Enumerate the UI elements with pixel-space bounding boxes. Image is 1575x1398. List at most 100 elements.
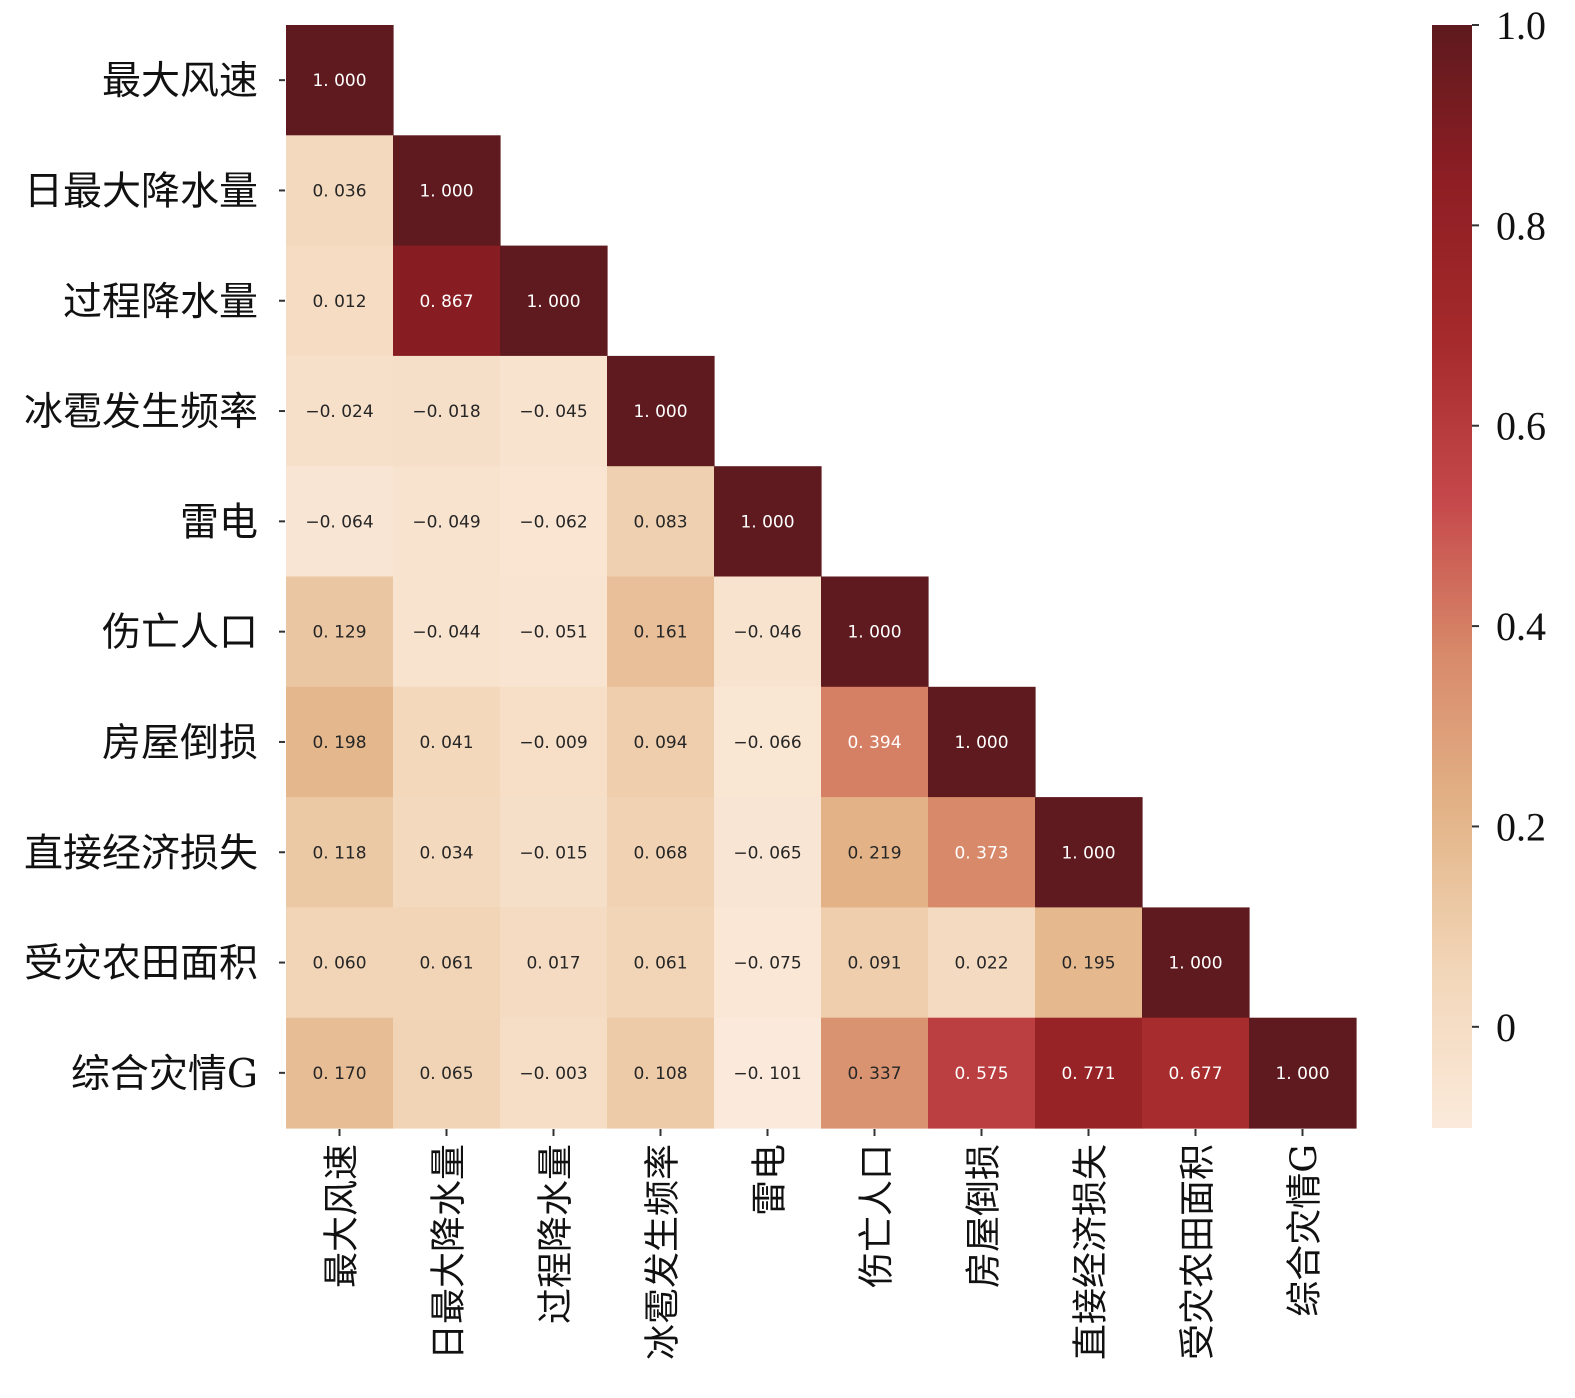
heatmap-cell-5-3 [607, 576, 715, 688]
heatmap-cell-6-3 [607, 686, 715, 798]
cell-value-label: −0. 046 [733, 623, 801, 643]
heatmap-cell-6-4 [714, 686, 822, 798]
cell-value-label: −0. 051 [519, 623, 587, 643]
cell-value-label: 0. 034 [419, 843, 473, 863]
y-axis-labels: 最大风速日最大降水量过程降水量冰雹发生频率雷电伤亡人口房屋倒损直接经济损失受灾农… [24, 59, 285, 1097]
heatmap-cell-9-3 [607, 1017, 715, 1129]
y-tick-label: 最大风速 [102, 59, 258, 104]
heatmap-cell-5-5 [821, 576, 929, 688]
cell-value-label: −0. 045 [519, 402, 587, 422]
cell-value-label: 1. 000 [1061, 843, 1115, 863]
heatmap-cell-5-4 [714, 576, 822, 688]
heatmap-cell-1-0 [286, 135, 394, 247]
colorbar: 1.0 0.8 0.6 0.4 0.2 0 [1432, 3, 1546, 1128]
heatmap-cell-9-7 [1035, 1017, 1143, 1129]
heatmap-cell-7-3 [607, 797, 715, 908]
colorbar-tick-label: 0.6 [1496, 404, 1546, 449]
heatmap-cell-4-3 [607, 466, 715, 578]
heatmap-cell-8-2 [500, 907, 608, 1019]
cell-value-label: 0. 170 [312, 1064, 366, 1084]
cell-value-label: −0. 062 [519, 512, 587, 532]
x-tick-label: 过程降水量 [536, 1144, 577, 1324]
cell-value-label: 0. 065 [419, 1064, 473, 1084]
cell-value-label: −0. 075 [733, 954, 801, 974]
cell-value-label: −0. 049 [412, 512, 480, 532]
cell-value-label: 0. 219 [847, 843, 901, 863]
heatmap-cell-5-2 [500, 576, 608, 688]
heatmap-cell-4-4 [714, 466, 822, 578]
cell-value-label: 0. 012 [312, 292, 366, 312]
heatmap-cell-9-1 [393, 1017, 501, 1129]
x-tick-label: 冰雹发生频率 [643, 1144, 684, 1360]
cell-value-label: 0. 161 [633, 623, 687, 643]
cell-value-label: −0. 065 [733, 843, 801, 863]
heatmap-cell-9-6 [928, 1017, 1036, 1129]
y-tick-label: 过程降水量 [63, 280, 258, 325]
cell-value-label: −0. 015 [519, 843, 587, 863]
y-tick-label: 房屋倒损 [102, 721, 258, 766]
heatmap-cell-4-0 [286, 466, 394, 578]
cell-value-label: 0. 041 [419, 733, 473, 753]
x-tick-label: 房屋倒损 [964, 1144, 1005, 1288]
heatmap-cell-8-5 [821, 907, 929, 1019]
cell-value-label: 0. 677 [1168, 1064, 1222, 1084]
heatmap-cell-8-6 [928, 907, 1036, 1019]
x-tick-label: 直接经济损失 [1071, 1144, 1112, 1360]
heatmap-cell-9-2 [500, 1017, 608, 1129]
heatmap-cell-8-7 [1035, 907, 1143, 1019]
heatmap-cell-2-2 [500, 245, 608, 357]
heatmap-cells: 1. 000 0. 036 1. 000 0. 012 0. 867 1. 000 −0. … [286, 25, 1357, 1129]
heatmap-cell-8-4 [714, 907, 822, 1019]
cell-value-label: 0. 036 [312, 181, 366, 201]
colorbar-tick-label: 0.2 [1496, 804, 1546, 849]
heatmap-cell-4-1 [393, 466, 501, 578]
cell-value-label: −0. 064 [305, 512, 373, 532]
y-tick-label: 直接经济损失 [24, 831, 258, 876]
heatmap-cell-6-1 [393, 686, 501, 798]
cell-value-label: 0. 022 [954, 954, 1008, 974]
heatmap-cell-5-1 [393, 576, 501, 688]
heatmap-cell-7-5 [821, 797, 929, 908]
cell-value-label: 1. 000 [954, 733, 1008, 753]
heatmap-cell-8-3 [607, 907, 715, 1019]
cell-value-label: 0. 195 [1061, 954, 1115, 974]
cell-value-label: 0. 068 [633, 843, 687, 863]
cell-value-label: −0. 066 [733, 733, 801, 753]
y-tick-label: 冰雹发生频率 [24, 390, 258, 435]
x-tick-label: 受灾农田面积 [1178, 1144, 1219, 1360]
cell-value-label: 0. 771 [1061, 1064, 1115, 1084]
cell-value-label: 1. 000 [526, 292, 580, 312]
colorbar-tick-label: 0.8 [1496, 203, 1546, 248]
colorbar-gradient [1432, 25, 1472, 1128]
cell-value-label: −0. 101 [733, 1064, 801, 1084]
cell-value-label: 0. 198 [312, 733, 366, 753]
heatmap-cell-9-9 [1249, 1017, 1357, 1129]
cell-value-label: 0. 091 [847, 954, 901, 974]
cell-value-label: 1. 000 [312, 71, 366, 91]
heatmap-cell-8-8 [1142, 907, 1250, 1019]
heatmap-cell-5-0 [286, 576, 394, 688]
heatmap-cell-2-1 [393, 245, 501, 357]
y-tick-label: 综合灾情G [71, 1052, 258, 1097]
heatmap-cell-9-4 [714, 1017, 822, 1129]
heatmap-cell-7-7 [1035, 797, 1143, 908]
heatmap-cell-7-4 [714, 797, 822, 908]
cell-value-label: 0. 867 [419, 292, 473, 312]
heatmap-cell-7-1 [393, 797, 501, 908]
cell-value-label: −0. 009 [519, 733, 587, 753]
heatmap-cell-0-0 [286, 25, 394, 136]
heatmap-cell-3-2 [500, 355, 608, 467]
heatmap-cell-9-0 [286, 1017, 394, 1129]
cell-value-label: −0. 018 [412, 402, 480, 422]
colorbar-tick-label: 0 [1496, 1005, 1516, 1050]
cell-value-label: −0. 003 [519, 1064, 587, 1084]
heatmap-cell-6-0 [286, 686, 394, 798]
y-tick-label: 雷电 [180, 500, 258, 545]
x-tick-label: 日最大降水量 [429, 1144, 470, 1360]
heatmap-cell-7-6 [928, 797, 1036, 908]
heatmap-cell-8-0 [286, 907, 394, 1019]
cell-value-label: 1. 000 [1168, 954, 1222, 974]
colorbar-tick-label: 0.4 [1496, 604, 1546, 649]
heatmap-cell-3-1 [393, 355, 501, 467]
heatmap-cell-7-2 [500, 797, 608, 908]
